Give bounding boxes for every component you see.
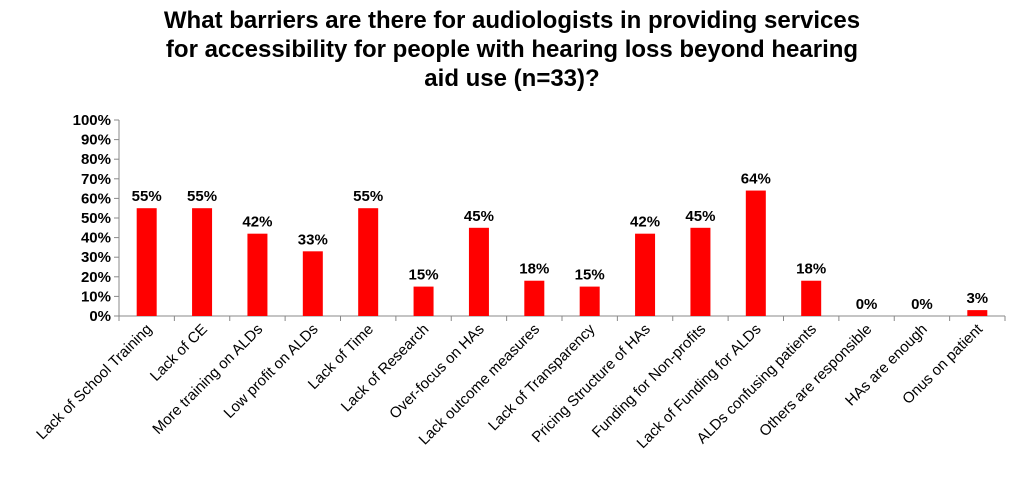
data-label: 0% — [911, 296, 933, 313]
bar — [635, 233, 656, 316]
y-tick-label: 40% — [81, 230, 111, 247]
data-label: 64% — [741, 171, 771, 188]
y-tick-label: 30% — [81, 249, 111, 266]
category-label: Over-focus on HAs — [386, 321, 488, 423]
y-tick-label: 100% — [73, 112, 111, 129]
category-label: Others are responsible — [756, 321, 875, 440]
category-label: More training on ALDs — [149, 321, 266, 438]
bar — [247, 233, 268, 316]
bar — [801, 280, 822, 316]
bar — [136, 208, 157, 316]
bar — [579, 286, 600, 316]
data-label: 42% — [630, 214, 660, 231]
data-label: 45% — [685, 208, 715, 225]
y-tick-label: 10% — [81, 288, 111, 305]
data-label: 55% — [353, 188, 383, 205]
y-tick-label: 70% — [81, 171, 111, 188]
bar — [745, 190, 766, 316]
data-label: 55% — [187, 188, 217, 205]
bar — [967, 310, 988, 316]
data-label: 15% — [575, 267, 605, 284]
data-label: 42% — [242, 214, 272, 231]
y-tick-label: 50% — [81, 210, 111, 227]
data-label: 18% — [519, 261, 549, 278]
bar — [192, 208, 213, 316]
y-tick-label: 20% — [81, 269, 111, 286]
data-label: 55% — [132, 188, 162, 205]
data-label: 0% — [856, 296, 878, 313]
data-label: 18% — [796, 261, 826, 278]
bar — [302, 251, 323, 316]
data-label: 3% — [966, 290, 988, 307]
y-tick-label: 0% — [89, 308, 111, 325]
data-label: 45% — [464, 208, 494, 225]
bar — [468, 227, 489, 316]
category-label: Lack of School Training — [33, 321, 155, 443]
data-label: 15% — [409, 267, 439, 284]
bar — [524, 280, 545, 316]
y-tick-label: 60% — [81, 190, 111, 207]
category-label: Lack of Transparency — [485, 320, 599, 434]
bar — [358, 208, 379, 316]
category-label: Low profit on ALDs — [221, 321, 322, 422]
y-tick-label: 80% — [81, 151, 111, 168]
bar — [413, 286, 434, 316]
data-label: 33% — [298, 231, 328, 248]
bar — [690, 227, 711, 316]
chart-title: What barriers are there for audiologists… — [163, 7, 861, 92]
y-tick-label: 90% — [81, 132, 111, 149]
